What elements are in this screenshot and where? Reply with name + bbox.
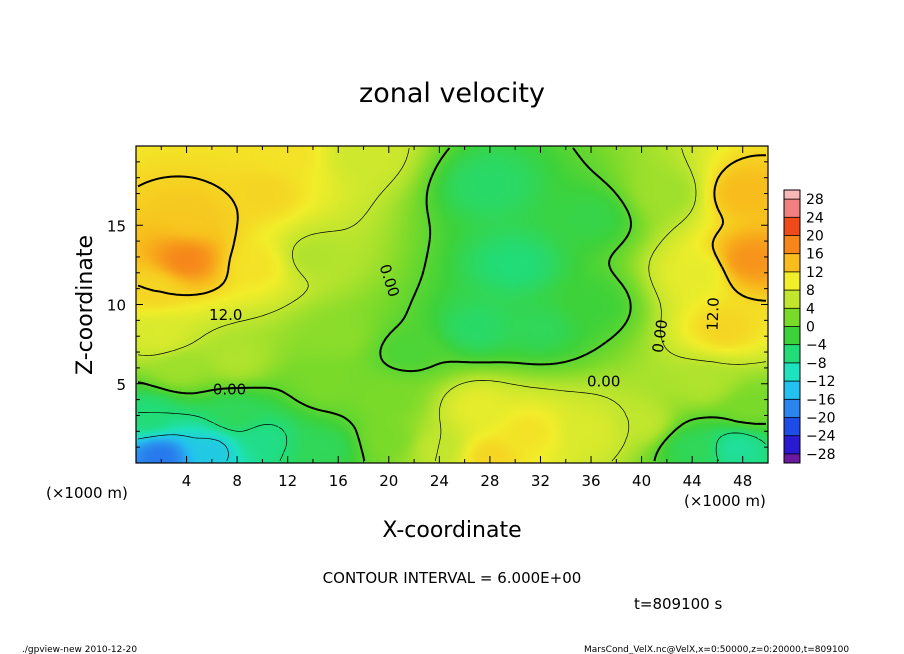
contour-12 [137,154,767,302]
colorbar-tick-label: 28 [806,192,824,208]
x-unit-label-left: (×1000 m) [46,484,128,502]
x-tick-label: 36 [581,472,600,490]
colorbar-segment [784,253,800,272]
footer-right: MarsCond_VelX.nc@VelX,x=0:50000,z=0:2000… [584,645,849,654]
colorbar-tick-label: −28 [806,447,836,463]
colorbar-segment [784,417,800,436]
contour-0 [137,147,766,462]
contour-label: 12.0 [704,297,723,331]
contour-label: 0.00 [213,381,246,399]
x-tick-label: 4 [182,472,192,490]
x-tick-label: 12 [278,472,297,490]
colorbar-segment [784,326,800,345]
contour--12 [137,434,229,462]
colorbar-segment [784,217,800,236]
time-label: t=809100 s [634,595,722,613]
colorbar-tick-label: 12 [806,265,824,281]
chart-title: zonal velocity [359,78,545,109]
colorbar-tick-label: −20 [806,411,836,427]
velocity-field-heatmap [136,146,768,463]
contour-6 [137,147,767,462]
contour--6 [137,412,767,462]
colorbar-tick-label: −16 [806,392,836,408]
x-tick-label: 48 [733,472,752,490]
contour-label: 0.00 [649,318,671,354]
colorbar-segment [784,362,800,382]
colorbar-tick-label: −24 [806,429,836,445]
colorbar-segment [784,308,800,327]
x-unit-label-right: (×1000 m) [684,492,766,510]
x-tick-label: 28 [480,472,499,490]
colorbar-tick-label: 0 [806,320,815,336]
y-axis: 5 10 15 [107,161,768,448]
x-tick-label: 8 [232,472,242,490]
colorbar-tick-label: 16 [806,247,824,263]
colorbar-segment [784,435,800,454]
colorbar-tick-label: −8 [806,356,827,372]
x-tick-label: 20 [379,472,398,490]
colorbar-segment [784,199,800,218]
colorbar-tick-label: −12 [806,374,836,390]
colorbar-segment [784,399,800,418]
colorbar-segment [784,290,800,309]
x-tick-label: 32 [531,472,550,490]
y-tick-label: 10 [107,297,126,315]
colorbar-segment [784,190,800,200]
x-axis: 4 8 12 16 20 24 28 32 36 40 44 48 [160,146,752,490]
colorbar-segment [784,235,800,254]
x-tick-label: 44 [683,472,702,490]
contour-interval-text: CONTOUR INTERVAL = 6.000E+00 [323,569,582,587]
footer-left: ./gpview-new 2010-12-20 [22,645,137,654]
x-tick-label: 24 [430,472,449,490]
colorbar-tick-label: −4 [806,338,827,354]
colorbar-tick-label: 8 [806,283,815,299]
contour-label: 12.0 [209,306,242,324]
x-tick-label: 40 [632,472,651,490]
contour-label: 0.00 [587,373,620,391]
y-axis-label: Z-coordinate [73,235,98,375]
colorbar-tick-label: 20 [806,229,824,245]
y-tick-label: 5 [116,376,126,394]
colorbar-segment [784,271,800,291]
x-axis-label: X-coordinate [382,518,521,543]
x-tick-label: 16 [329,472,348,490]
colorbar: 28 24 20 16 12 8 4 0 −4 −8 −12 −16 −20 −24 −28 [783,189,836,464]
contour-lines [137,147,767,462]
colorbar-segment [784,453,800,463]
colorbar-tick-label: 4 [806,301,815,317]
colorbar-tick-label: 24 [806,210,824,226]
colorbar-segment [784,344,800,363]
y-tick-label: 15 [107,217,126,235]
colorbar-segment [784,381,800,400]
